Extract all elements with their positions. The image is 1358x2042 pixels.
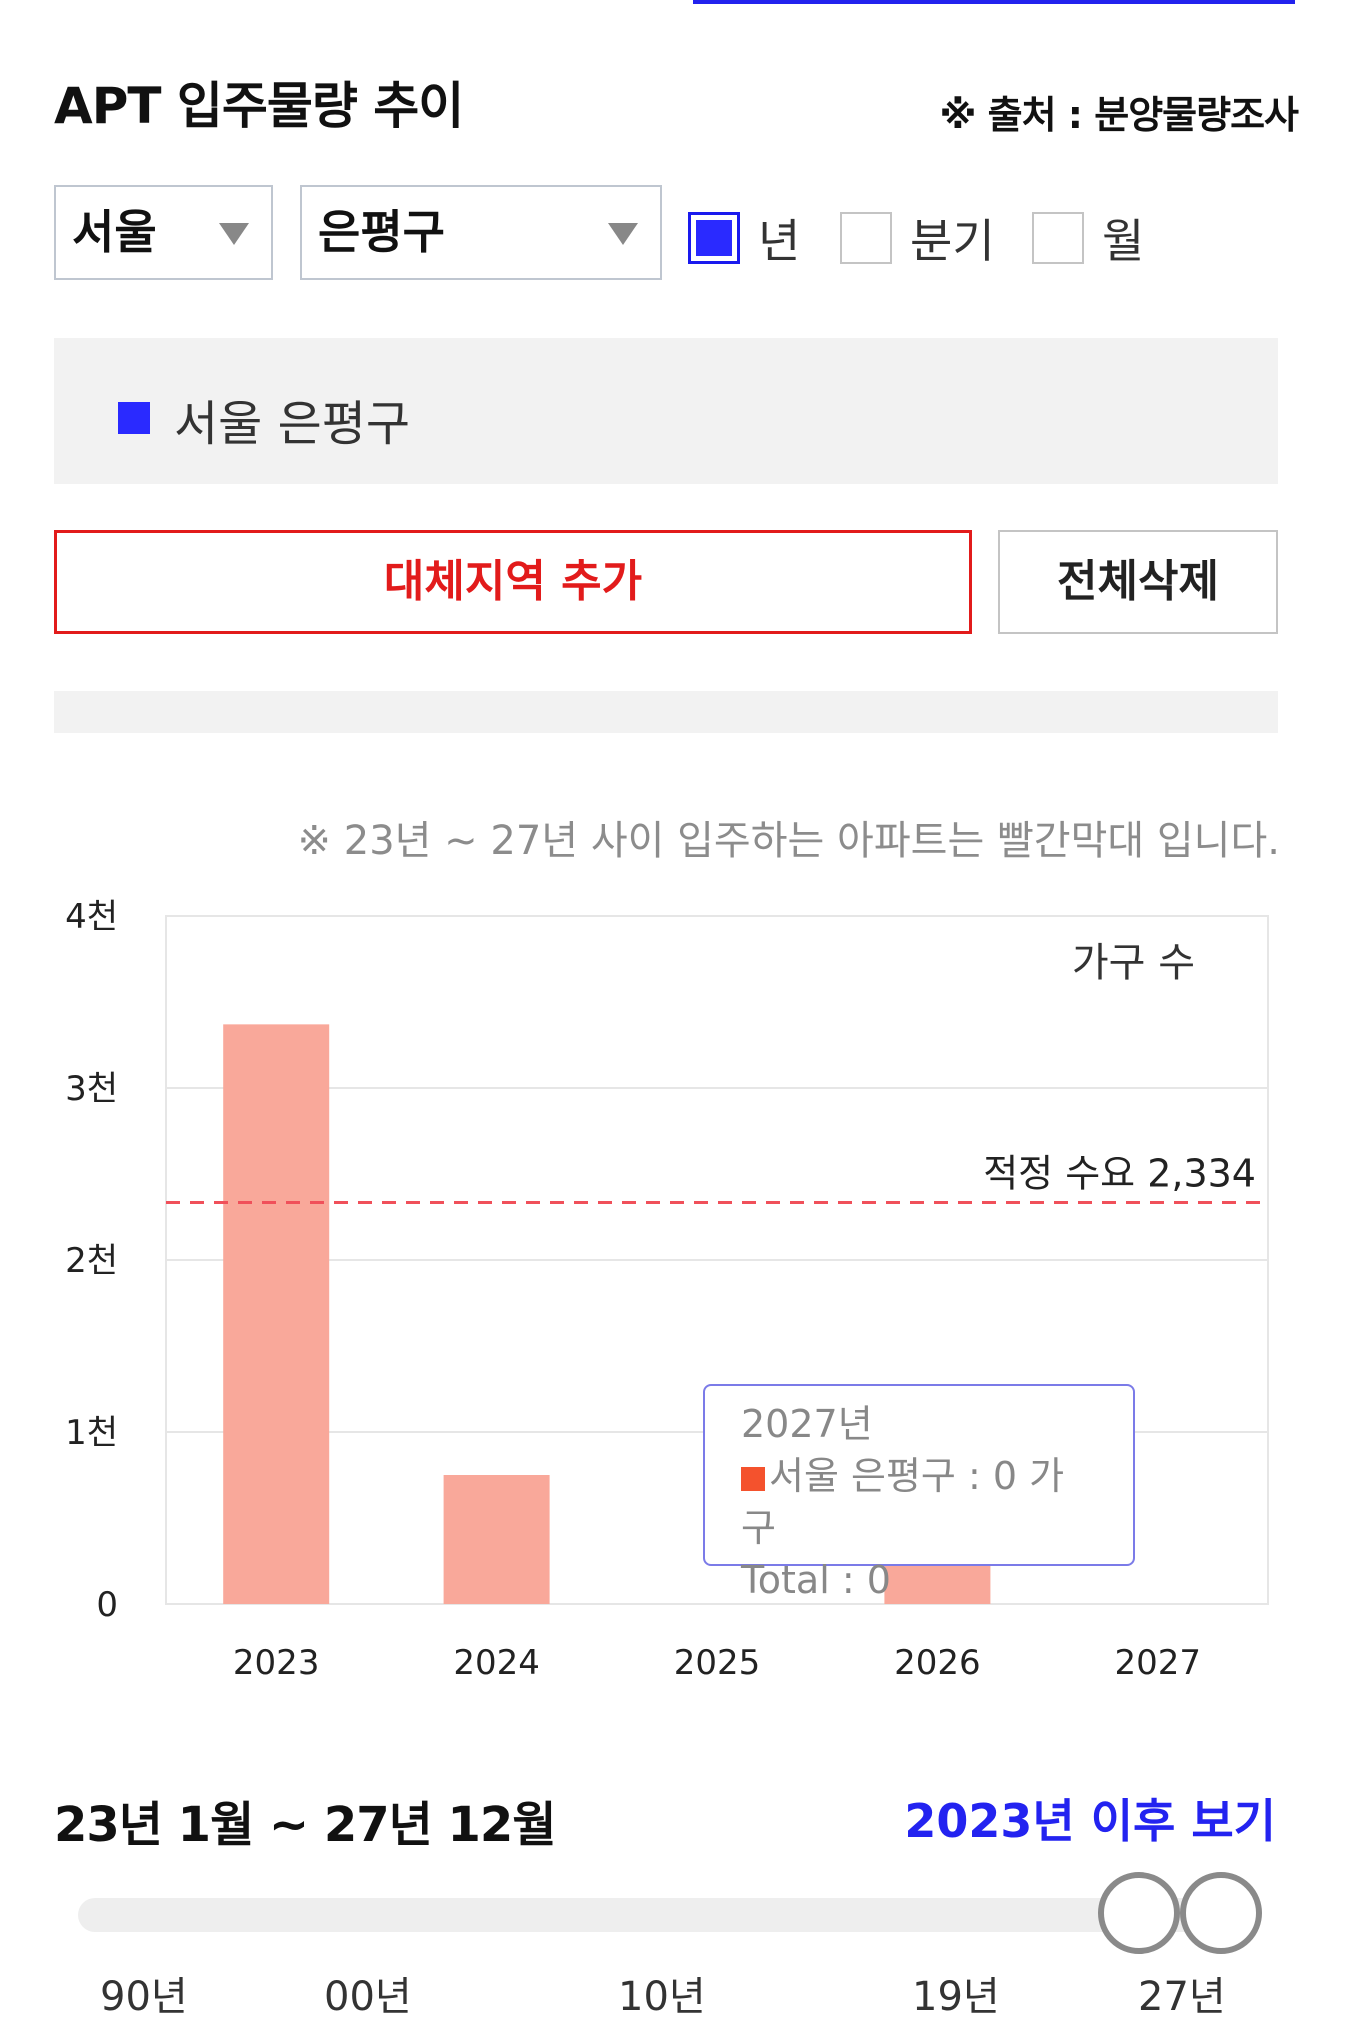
tooltip-total: Total : 0 — [741, 1558, 891, 1602]
tooltip-title: 2027년 — [741, 1402, 873, 1446]
range-end-handle[interactable] — [1180, 1872, 1262, 1954]
x-tick-label: 2023 — [233, 1643, 320, 1683]
top-accent-bar — [693, 0, 1295, 4]
chevron-down-icon — [219, 223, 249, 245]
add-region-button[interactable]: 대체지역 추가 — [54, 530, 972, 634]
chart-note: ※ 23년 ~ 27년 사이 입주하는 아파트는 빨간막대 입니다. — [297, 818, 1280, 864]
range-label: 23년 1월 ~ 27년 12월 — [54, 1797, 556, 1853]
x-tick-label: 2026 — [894, 1643, 981, 1683]
tooltip-line-text: 서울 은평구 : 0 가구 — [741, 1454, 1065, 1550]
x-tick-label: 2027 — [1115, 1643, 1202, 1683]
source-note: ※ 출처 : 분양물량조사 — [939, 93, 1299, 137]
reference-line-label: 적정 수요 2,334 — [983, 1152, 1256, 1196]
bar — [223, 1024, 330, 1604]
checkbox-checked-icon — [688, 212, 740, 264]
x-tick-label: 2025 — [674, 1643, 761, 1683]
period-quarter-checkbox[interactable]: 분기 — [840, 205, 995, 271]
x-tick-label: 2024 — [453, 1643, 540, 1683]
selected-region-panel: 서울 은평구 — [54, 338, 1278, 484]
district-select-value: 은평구 — [318, 205, 445, 259]
y-tick-label: 0 — [96, 1585, 118, 1625]
tooltip-swatch — [741, 1467, 765, 1491]
checkbox-empty-icon — [1032, 212, 1084, 264]
period-month-checkbox[interactable]: 월 — [1032, 205, 1144, 271]
city-select[interactable]: 서울 — [54, 185, 273, 280]
range-tick: 27년 — [1138, 1974, 1226, 2020]
selected-region-label: 서울 은평구 — [174, 396, 411, 452]
range-tick: 19년 — [912, 1974, 1000, 2020]
view-since-2023-link[interactable]: 2023년 이후 보기 — [904, 1794, 1276, 1848]
period-quarter-label: 분기 — [910, 214, 995, 268]
period-year-label: 년 — [758, 214, 801, 268]
city-select-value: 서울 — [72, 205, 157, 259]
district-select[interactable]: 은평구 — [300, 185, 662, 280]
y-tick-label: 3천 — [65, 1069, 118, 1109]
bar — [443, 1475, 550, 1604]
y-axis-label: 가구 수 — [1072, 940, 1195, 986]
page-title: APT 입주물량 추이 — [54, 77, 464, 135]
legend-swatch — [118, 402, 150, 434]
tooltip-line: 서울 은평구 : 0 가구 — [741, 1450, 1097, 1554]
y-tick-label: 2천 — [65, 1241, 118, 1281]
chart-tooltip: 2027년 서울 은평구 : 0 가구 Total : 0 — [703, 1384, 1135, 1602]
divider-bar — [54, 691, 1278, 733]
y-tick-label: 1천 — [65, 1413, 118, 1453]
range-tick: 00년 — [324, 1974, 412, 2020]
range-slider-track[interactable] — [78, 1898, 1240, 1932]
bar-chart: 0 1천 2천 3천 4천 2023 2024 2025 2026 2027 적정 수요 2,334… — [65, 897, 1269, 1683]
range-tick: 10년 — [618, 1974, 706, 2020]
period-year-checkbox[interactable]: 년 — [688, 205, 800, 271]
range-start-handle[interactable] — [1098, 1872, 1180, 1954]
delete-all-button[interactable]: 전체삭제 — [998, 530, 1278, 634]
checkbox-empty-icon — [840, 212, 892, 264]
y-tick-label: 4천 — [65, 897, 118, 937]
period-month-label: 월 — [1102, 214, 1145, 268]
bar — [884, 1561, 991, 1604]
range-tick: 90년 — [100, 1974, 188, 2020]
chevron-down-icon — [608, 223, 638, 245]
